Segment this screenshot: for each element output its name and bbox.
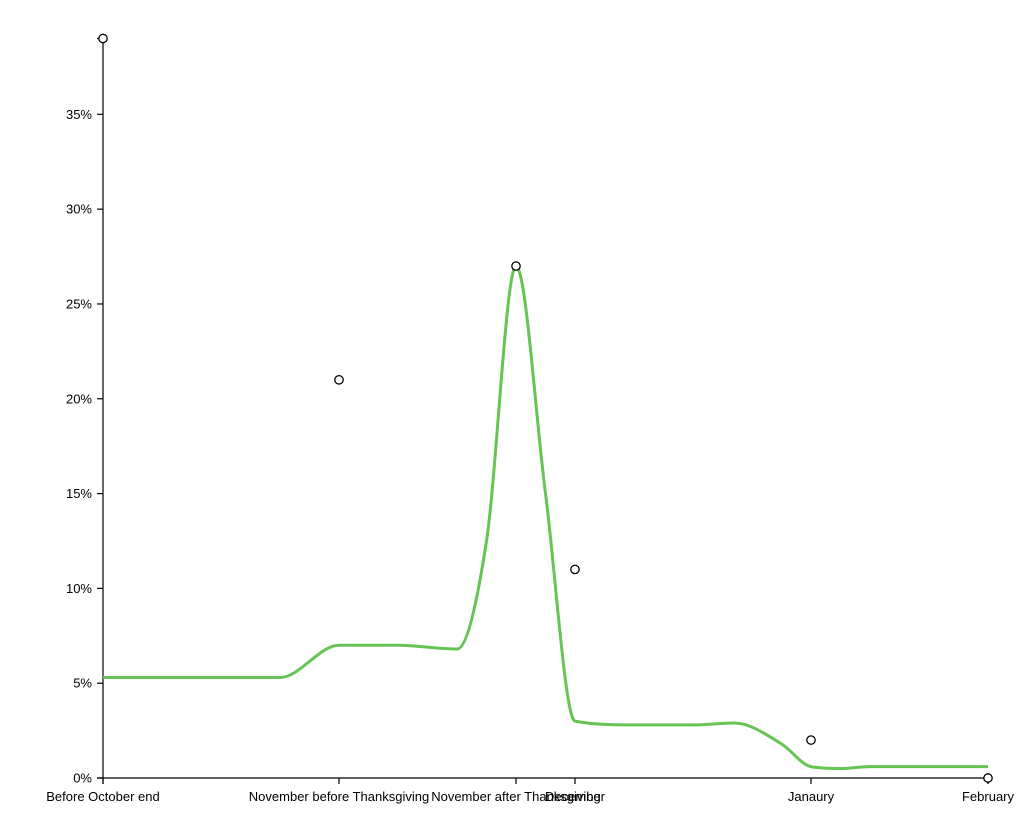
x-axis-line: [102, 777, 989, 784]
points-layer: [98, 33, 993, 783]
data-point: [983, 773, 993, 783]
data-point: [98, 33, 108, 44]
data-point: [511, 261, 521, 271]
y-axis: 0% 5% 10% 15% 20% 25% 30% 35%: [66, 37, 104, 786]
y-tick-label: 20%: [66, 391, 92, 406]
data-point: [806, 735, 816, 745]
series-layer: [103, 264, 988, 771]
y-tick-label: 35%: [66, 107, 92, 122]
y-tick-label: 5%: [73, 676, 92, 691]
x-tick-label: Janaury: [788, 789, 835, 804]
y-tick-label: 0%: [73, 771, 92, 786]
series-line: [103, 264, 988, 771]
y-tick-label: 30%: [66, 202, 92, 217]
data-point: [570, 564, 580, 575]
y-axis-line: [97, 37, 104, 779]
x-tick-label: December: [545, 789, 606, 804]
x-axis: Before October end November before Thanks…: [46, 777, 1015, 804]
y-tick-label: 15%: [66, 486, 92, 501]
x-tick-label: Before October end: [46, 789, 159, 804]
x-tick-label: February: [962, 789, 1015, 804]
x-tick-label: November before Thanksgiving: [249, 789, 429, 804]
y-tick-label: 25%: [66, 296, 92, 311]
y-tick-label: 10%: [66, 581, 92, 596]
x-tick-label: November after Thanksgiving: [431, 789, 601, 804]
data-point: [334, 374, 344, 385]
